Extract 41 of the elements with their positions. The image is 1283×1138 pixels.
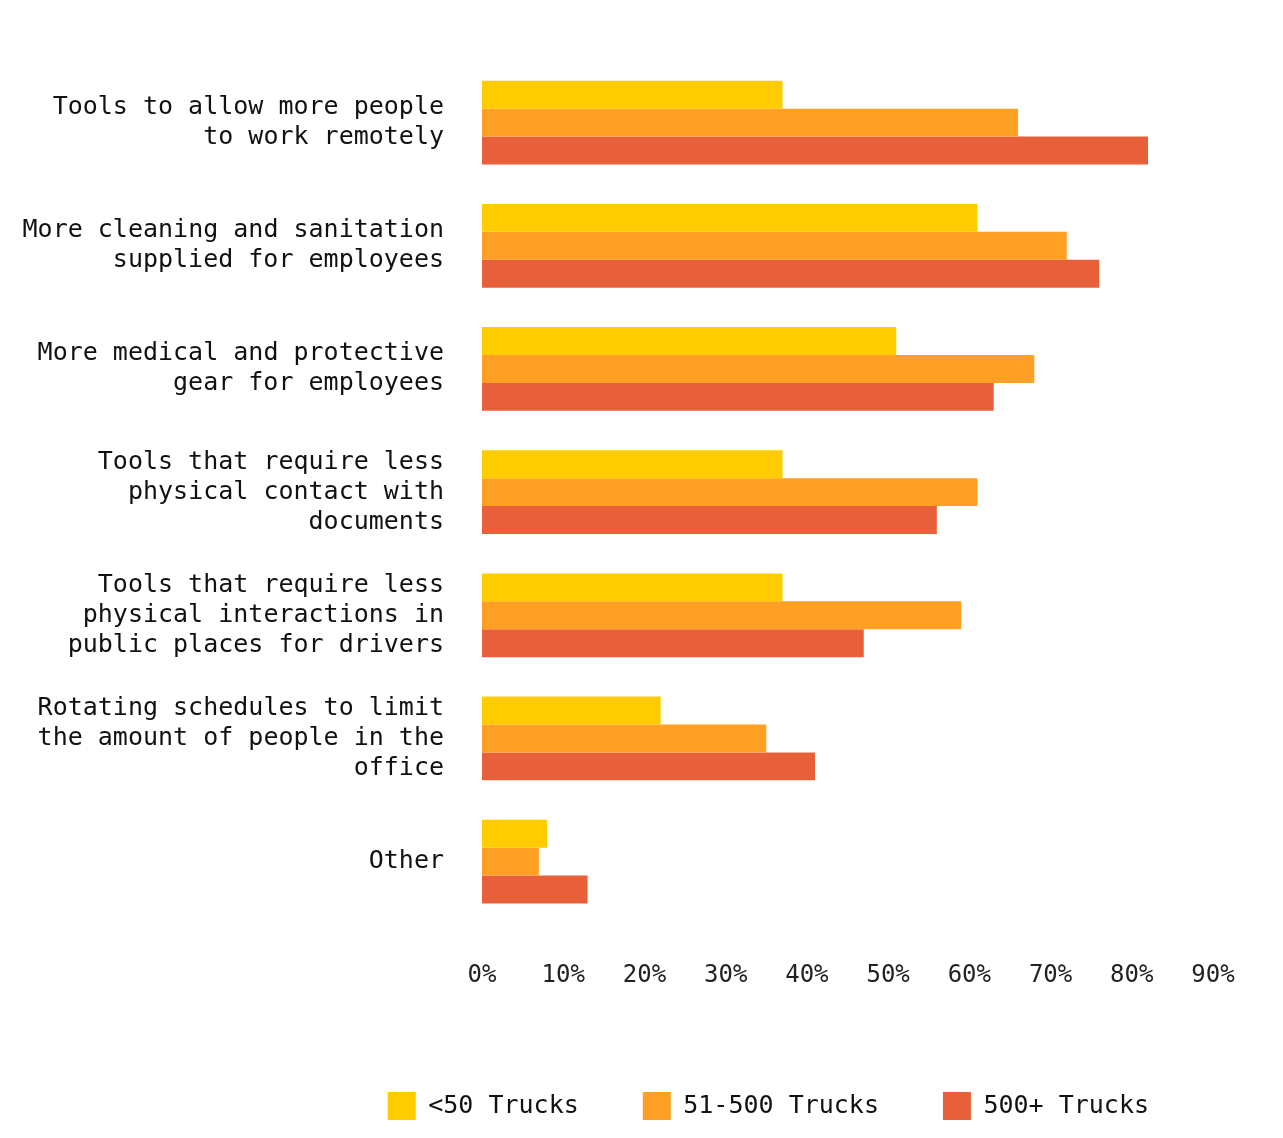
- bar: [482, 259, 1100, 288]
- x-tick-label: 90%: [1191, 959, 1236, 988]
- x-tick-label: 30%: [703, 959, 748, 988]
- x-tick-label: 40%: [785, 959, 830, 988]
- x-tick-label: 80%: [1110, 959, 1154, 988]
- y-tick-label: Tools to allow more people to work remotely: [52, 91, 444, 151]
- bar: [482, 752, 816, 781]
- bar: [482, 108, 1019, 137]
- bar: [482, 478, 978, 507]
- bar: [482, 203, 978, 232]
- bar: [482, 136, 1149, 165]
- bar: [482, 696, 661, 725]
- x-tick-label: 60%: [947, 959, 992, 988]
- bar: [482, 327, 897, 355]
- x-tick-label: 0%: [467, 959, 497, 988]
- x-tick-label: 50%: [866, 959, 911, 988]
- bar: [482, 724, 767, 753]
- bar: [482, 382, 994, 411]
- y-tick-label: Other: [368, 845, 444, 875]
- legend-label: 500+ Trucks: [983, 1089, 1150, 1119]
- bar: [482, 601, 962, 630]
- y-tick-label: More cleaning and sanitation supplied for employees: [22, 214, 444, 274]
- y-tick-label: More medical and protective gear for employees: [37, 337, 444, 397]
- bar: [482, 573, 783, 602]
- bar: [482, 629, 864, 658]
- bar: [482, 875, 588, 904]
- x-tick-label: 10%: [541, 959, 586, 988]
- bar: [482, 506, 937, 534]
- bar: [482, 80, 783, 109]
- bar: [482, 450, 783, 479]
- bar: [482, 354, 1035, 383]
- legend-label: <50 Trucks: [428, 1089, 579, 1119]
- y-tick-label: Tools that require less physical interactions in public places for drivers: [67, 568, 444, 658]
- bar: [482, 847, 539, 876]
- y-tick-label: Rotating schedules to limit the amount of people in the office: [37, 691, 444, 781]
- bar: [482, 231, 1067, 260]
- bar: [482, 819, 547, 848]
- x-tick-label: 20%: [622, 959, 667, 988]
- legend-label: 51-500 Trucks: [683, 1089, 879, 1119]
- y-tick-label: Tools that require less physical contact with documents: [97, 445, 444, 535]
- x-tick-label: 70%: [1028, 959, 1073, 988]
